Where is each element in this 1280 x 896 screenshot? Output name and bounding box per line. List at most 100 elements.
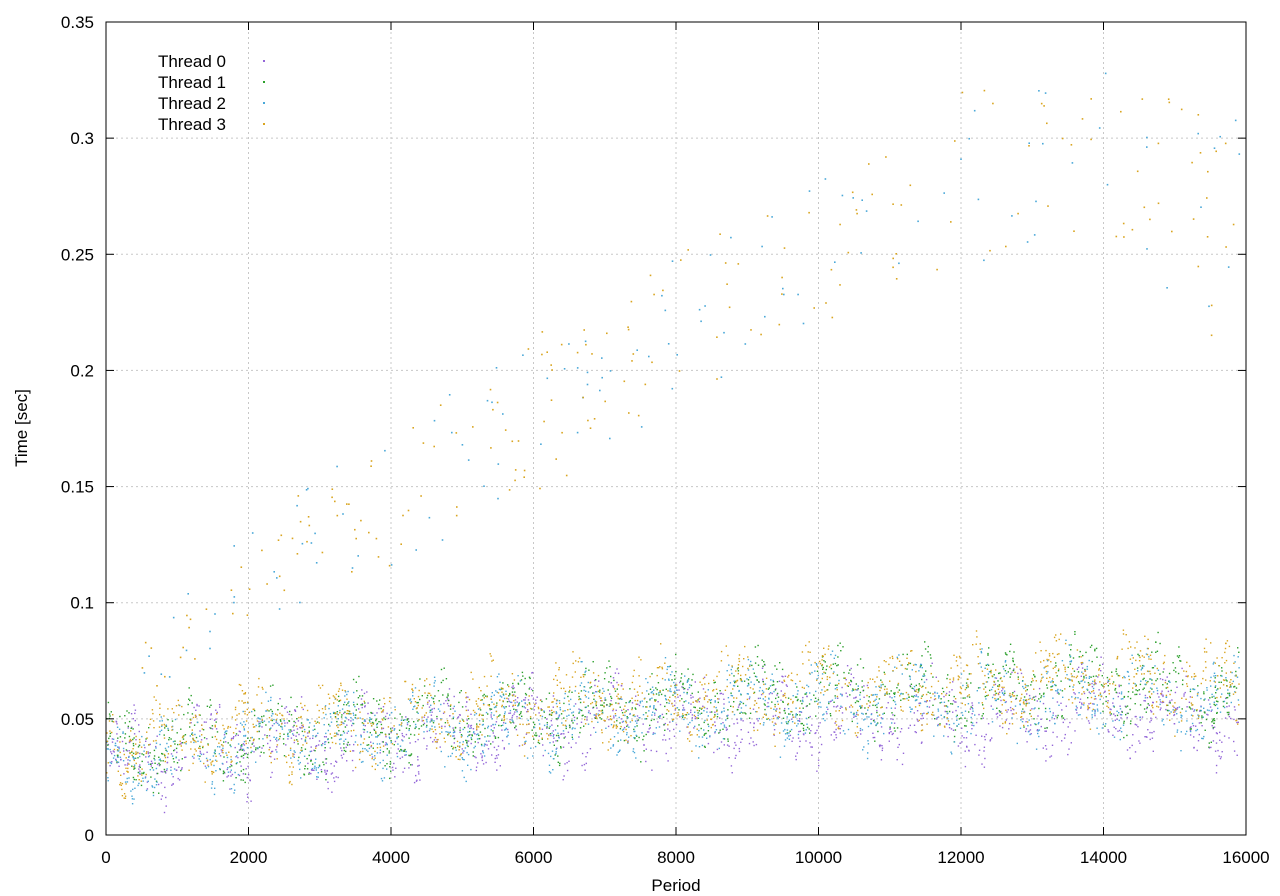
data-point [1027, 725, 1029, 727]
data-point [738, 654, 741, 656]
data-point [555, 711, 557, 713]
data-point [893, 714, 896, 717]
data-point [242, 757, 245, 759]
data-point [984, 738, 986, 741]
data-point [830, 664, 832, 666]
data-point [1155, 651, 1157, 653]
data-point [1151, 688, 1153, 690]
data-point [914, 663, 916, 666]
data-point [1146, 706, 1148, 709]
data-point [1123, 722, 1125, 724]
data-point [998, 684, 1001, 686]
data-point [1064, 642, 1067, 645]
data-point [1223, 735, 1226, 737]
data-point [1229, 684, 1232, 686]
data-point [1228, 711, 1230, 714]
data-point [418, 773, 420, 775]
data-point [726, 715, 728, 717]
data-point [173, 768, 176, 770]
data-point [488, 705, 491, 707]
data-point [888, 693, 891, 695]
data-point [406, 723, 409, 726]
data-point [896, 727, 899, 729]
data-point [1024, 683, 1026, 685]
data-point [893, 693, 896, 695]
data-point [453, 742, 455, 744]
data-point [317, 766, 320, 769]
data-point [433, 682, 436, 684]
data-point [558, 714, 561, 716]
data-point [477, 762, 479, 764]
data-point [766, 718, 768, 720]
data-point [122, 747, 125, 750]
data-point [327, 741, 330, 744]
data-point [315, 722, 317, 724]
data-point [1224, 662, 1226, 664]
data-point [1155, 716, 1157, 719]
data-point [431, 696, 433, 699]
data-point [182, 742, 184, 744]
data-point [119, 756, 122, 758]
data-point [661, 713, 664, 716]
data-point [417, 765, 419, 767]
data-point [1103, 691, 1106, 693]
data-point [1173, 714, 1175, 717]
data-point [1012, 692, 1014, 694]
data-point [477, 741, 479, 744]
data-point [600, 704, 602, 706]
data-point [126, 764, 129, 766]
data-point [707, 730, 710, 732]
data-point [609, 666, 611, 668]
data-point [1008, 722, 1011, 725]
data-point [740, 693, 742, 695]
data-point [353, 704, 355, 706]
data-point [236, 751, 239, 753]
data-point [1139, 704, 1142, 706]
data-point [409, 725, 411, 727]
data-point [163, 723, 165, 726]
data-point [330, 737, 333, 739]
data-point [925, 670, 927, 672]
data-point [436, 718, 438, 720]
data-point [1020, 716, 1023, 718]
data-point [467, 731, 469, 733]
data-point [1215, 742, 1218, 744]
data-point [394, 706, 396, 708]
data-point [379, 762, 381, 764]
data-point [1003, 675, 1005, 678]
data-point [1207, 714, 1209, 716]
data-point [655, 727, 657, 729]
data-point [1123, 736, 1125, 739]
data-point [802, 707, 804, 709]
data-point [687, 680, 689, 682]
data-point [943, 701, 946, 703]
data-point [580, 721, 583, 723]
data-point [810, 699, 812, 701]
data-point [155, 784, 158, 786]
data-point [1224, 717, 1227, 719]
data-point [324, 771, 326, 773]
data-point [1166, 683, 1168, 685]
data-point [1196, 728, 1199, 731]
data-point [682, 682, 684, 685]
data-point [111, 738, 114, 740]
data-point [914, 689, 916, 691]
data-point [821, 677, 823, 680]
data-point [834, 654, 837, 657]
data-point [985, 691, 987, 693]
data-point [1099, 698, 1101, 701]
data-point [687, 738, 689, 740]
data-point [462, 743, 464, 746]
data-point [878, 685, 880, 687]
data-point [573, 716, 576, 719]
data-point [206, 751, 208, 753]
data-point [279, 719, 282, 721]
data-point [906, 668, 908, 670]
data-point [430, 709, 433, 711]
data-point [929, 692, 931, 694]
data-point [560, 747, 562, 749]
data-point [714, 731, 716, 733]
data-point [533, 726, 535, 728]
data-point [1115, 691, 1117, 694]
data-point [1017, 678, 1019, 680]
